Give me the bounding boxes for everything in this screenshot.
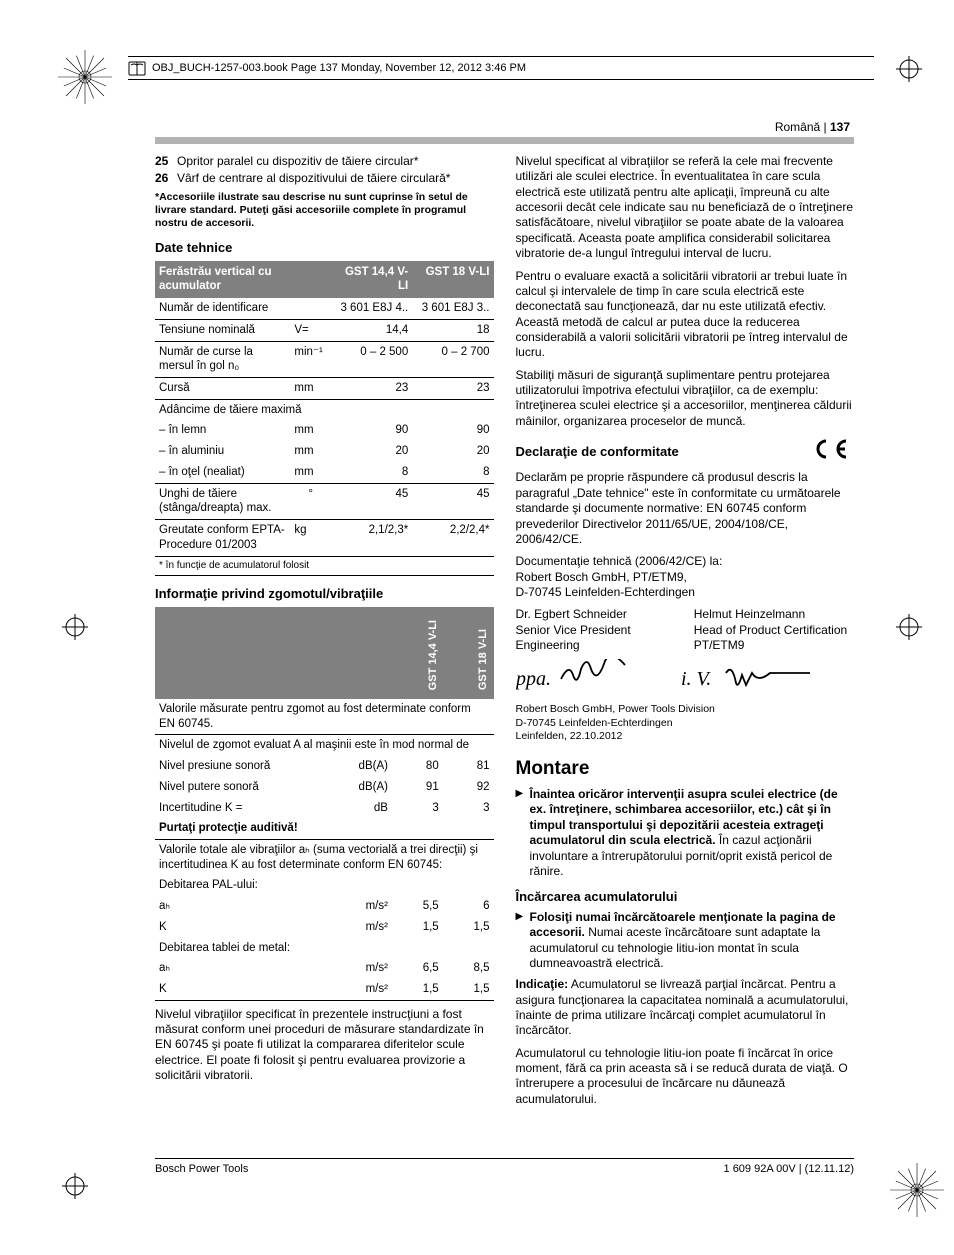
- charge-p1-b: Indicaţie:: [516, 977, 569, 991]
- noise-h3: GST 18 V-LI: [443, 607, 494, 699]
- charge-p2: Acumulatorul cu tehnologie litiu-ion poa…: [516, 1046, 855, 1107]
- right-p2: Pentru o evaluare exactă a solicitării v…: [516, 269, 855, 361]
- charge-li1: Folosiţi numai încărcătoarele menţionate…: [516, 910, 855, 971]
- charge-p1: Indicaţie: Acumulatorul se livrează parţ…: [516, 977, 855, 1038]
- spec-head-3: GST 18 V-LI: [412, 261, 493, 298]
- header-lang: Română: [775, 120, 820, 134]
- sig-b-name: Helmut Heinzelmann: [694, 607, 854, 622]
- charge-list: Folosiţi numai încărcătoarele menţionate…: [516, 910, 855, 971]
- noise-table: GST 14,4 V-LI GST 18 V-LI Valorile măsur…: [155, 607, 494, 1001]
- sig-b-t1: Head of Product Certification: [694, 623, 854, 638]
- noise-h1: [338, 607, 392, 699]
- noise-h2: GST 14,4 V-LI: [392, 607, 443, 699]
- list-item: 26Vârf de centrare al dispozitivului de …: [155, 171, 494, 186]
- conf-p2: Documentaţie tehnică (2006/42/CE) la:Rob…: [516, 554, 855, 600]
- footer-right: 1 609 92A 00V | (12.11.12): [724, 1163, 854, 1175]
- noise-heading: Informaţie privind zgomotul/vibraţiile: [155, 586, 494, 603]
- mount-li1: Înaintea oricăror intervenţii asupra scu…: [516, 787, 855, 879]
- company-address: Robert Bosch GmbH, Power Tools DivisionD…: [516, 703, 855, 742]
- page-header: Română | 137: [155, 120, 854, 144]
- sig-a-t1: Senior Vice President: [516, 623, 676, 638]
- signatures-image: ppa. i. V.: [516, 659, 855, 699]
- spec-head-1: [290, 261, 331, 298]
- spec-head-0: Ferăstrău vertical cu acumulator: [155, 261, 290, 298]
- sig-a: Dr. Egbert Schneider Senior Vice Preside…: [516, 607, 676, 653]
- page-footer: Bosch Power Tools 1 609 92A 00V | (12.11…: [155, 1158, 854, 1175]
- noise-after-p: Nivelul vibraţiilor specificat în prezen…: [155, 1007, 494, 1084]
- item-text: Vârf de centrare al dispozitivului de tă…: [177, 171, 450, 185]
- regmark-right: [896, 614, 922, 640]
- regmark-bl: [62, 1173, 88, 1199]
- noise-colB: GST 18 V-LI: [476, 629, 490, 690]
- sig-b: Helmut Heinzelmann Head of Product Certi…: [694, 607, 854, 653]
- noise-h0: [155, 607, 338, 699]
- mounting-heading: Montare: [516, 757, 855, 781]
- item-num: 25: [155, 154, 177, 169]
- header-page: 137: [830, 120, 850, 134]
- svg-text:i. V.: i. V.: [681, 668, 712, 690]
- accessory-note: *Accesoriile ilustrate sau descrise nu s…: [155, 191, 494, 230]
- conformity-heading: Declaraţie de conformitate: [516, 444, 679, 461]
- item-num: 26: [155, 171, 177, 186]
- spec-heading: Date tehnice: [155, 240, 494, 257]
- signatories: Dr. Egbert Schneider Senior Vice Preside…: [516, 607, 855, 653]
- page-body: Română | 137 25Opritor paralel cu dispoz…: [155, 120, 854, 1175]
- topbar-text: OBJ_BUCH-1257-003.book Page 137 Monday, …: [152, 62, 526, 74]
- right-p3: Stabiliţi măsuri de siguranţă suplimenta…: [516, 368, 855, 429]
- topbar: OBJ_BUCH-1257-003.book Page 137 Monday, …: [128, 56, 874, 80]
- regmark-tr: [896, 56, 922, 82]
- parts-list: 25Opritor paralel cu dispozitiv de tăier…: [155, 154, 494, 187]
- corner-burst-br: [890, 1163, 944, 1217]
- item-text: Opritor paralel cu dispozitiv de tăiere …: [177, 154, 418, 168]
- regmark-left: [62, 614, 88, 640]
- spec-table: Ferăstrău vertical cu acumulator GST 14,…: [155, 261, 494, 577]
- spec-head-2: GST 14,4 V-LI: [331, 261, 412, 298]
- svg-text:ppa.: ppa.: [516, 668, 551, 690]
- corner-burst-tl: [58, 50, 112, 104]
- left-column: 25Opritor paralel cu dispozitiv de tăier…: [155, 154, 494, 1114]
- charge-heading: Încărcarea acumulatorului: [516, 889, 855, 906]
- book-icon: [128, 60, 146, 78]
- right-column: Nivelul specificat al vibraţiilor se ref…: [516, 154, 855, 1114]
- noise-colA: GST 14,4 V-LI: [426, 620, 440, 690]
- footer-left: Bosch Power Tools: [155, 1163, 248, 1175]
- sig-b-t2: PT/ETM9: [694, 638, 854, 653]
- right-p1: Nivelul specificat al vibraţiilor se ref…: [516, 154, 855, 262]
- conf-p1: Declarăm pe proprie răspundere că produs…: [516, 470, 855, 547]
- list-item: 25Opritor paralel cu dispozitiv de tăier…: [155, 154, 494, 169]
- sig-a-name: Dr. Egbert Schneider: [516, 607, 676, 622]
- mount-list: Înaintea oricăror intervenţii asupra scu…: [516, 787, 855, 879]
- conformity-heading-row: Declaraţie de conformitate: [516, 439, 855, 466]
- ce-icon: [814, 439, 854, 466]
- sig-a-t2: Engineering: [516, 638, 676, 653]
